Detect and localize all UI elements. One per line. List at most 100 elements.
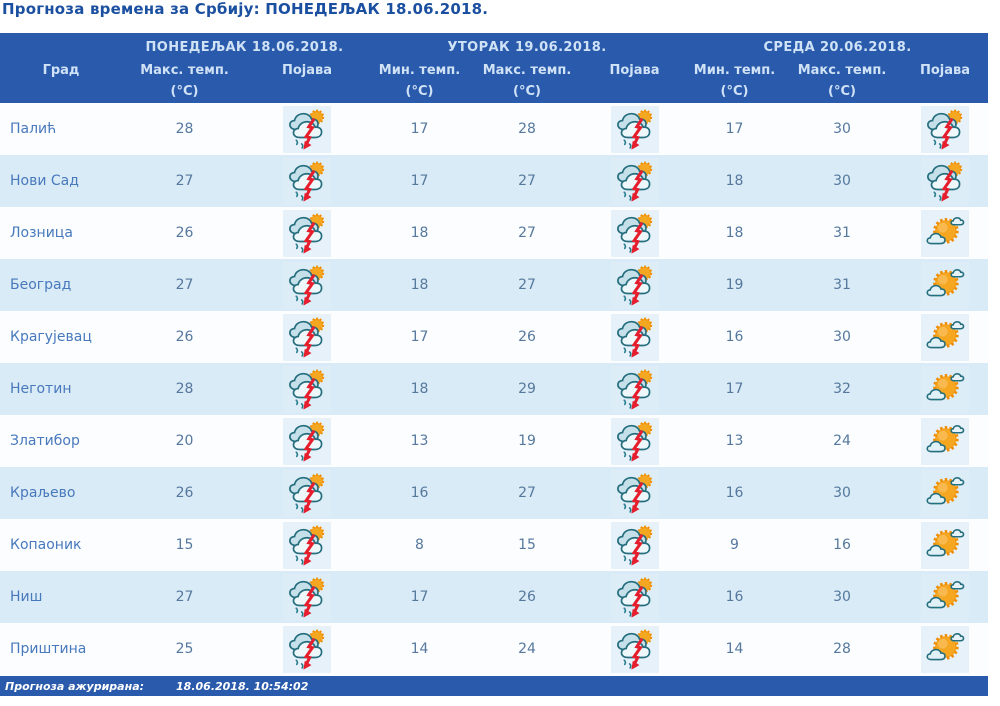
tue-max-temp-cell: 26: [518, 329, 536, 345]
wed-phenomenon-cell: [921, 625, 969, 673]
thunderstorm-icon: [610, 417, 659, 465]
col-header-wed-min-temp: Мин. темп.: [693, 62, 776, 78]
mon-phenomenon-cell: [283, 365, 331, 413]
col-header-wed-max-temp: Макс. темп.: [797, 62, 887, 78]
table-row: Копаоник 15 8 15 9 16: [0, 519, 988, 571]
wed-max-temp-cell: 30: [833, 329, 851, 345]
tue-min-temp-cell: 17: [410, 121, 429, 137]
mon-max-temp-cell: 27: [175, 277, 194, 293]
tue-phenomenon-cell: [610, 469, 659, 517]
thunderstorm-icon: [921, 105, 969, 153]
partly-cloudy-icon: [921, 469, 969, 517]
thunderstorm-icon: [610, 313, 659, 361]
tue-phenomenon-cell: [610, 209, 659, 257]
mon-phenomenon-cell: [283, 105, 331, 153]
col-header-mon-phenomenon: Појава: [281, 62, 333, 78]
unit-label-tue-max: (°C): [513, 83, 541, 99]
tue-min-temp-cell: 18: [410, 225, 429, 241]
tue-max-temp-cell: 24: [518, 641, 536, 657]
tue-max-temp-cell: 27: [518, 485, 536, 501]
tue-max-temp-cell: 27: [518, 225, 536, 241]
wed-phenomenon-cell: [921, 261, 969, 309]
page-title: Прогноза времена за Србију: ПОНЕДЕЉАК 18…: [2, 0, 489, 18]
tue-phenomenon-cell: [610, 105, 659, 153]
city-cell: Приштина: [10, 641, 87, 657]
wed-phenomenon-cell: [921, 209, 969, 257]
wed-max-temp-cell: 30: [833, 173, 851, 189]
city-cell: Лозница: [10, 225, 73, 241]
tue-min-temp-cell: 17: [410, 173, 429, 189]
thunderstorm-icon: [921, 157, 969, 205]
col-header-tue-min-temp: Мин. темп.: [378, 62, 461, 78]
tue-phenomenon-cell: [610, 157, 659, 205]
wed-max-temp-cell: 24: [833, 433, 851, 449]
tue-max-temp-cell: 28: [518, 121, 536, 137]
wed-max-temp-cell: 31: [833, 277, 851, 293]
wed-phenomenon-cell: [921, 417, 969, 465]
wed-min-temp-cell: 18: [725, 173, 744, 189]
forecast-table: ПОНЕДЕЉАК 18.06.2018. УТОРАК 19.06.2018.…: [0, 33, 988, 696]
wed-min-temp-cell: 16: [725, 329, 744, 345]
mon-max-temp-cell: 26: [175, 485, 194, 501]
city-cell: Крагујевац: [10, 329, 92, 345]
tue-phenomenon-cell: [610, 521, 659, 569]
mon-phenomenon-cell: [283, 261, 331, 309]
city-cell: Палић: [10, 121, 57, 137]
wed-min-temp-cell: 17: [725, 121, 744, 137]
wed-min-temp-cell: 19: [725, 277, 744, 293]
tue-phenomenon-cell: [610, 313, 659, 361]
mon-max-temp-cell: 26: [175, 329, 194, 345]
tue-phenomenon-cell: [610, 365, 659, 413]
tue-min-temp-cell: 16: [410, 485, 429, 501]
table-row: Златибор 20 13 19 13 24: [0, 415, 988, 467]
col-header-tue-max-temp: Макс. темп.: [482, 62, 572, 78]
partly-cloudy-icon: [921, 625, 969, 673]
partly-cloudy-icon: [921, 521, 969, 569]
thunderstorm-icon: [610, 157, 659, 205]
tue-min-temp-cell: 18: [410, 381, 429, 397]
wed-min-temp-cell: 16: [725, 485, 744, 501]
wed-max-temp-cell: 30: [833, 485, 851, 501]
wed-phenomenon-cell: [921, 313, 969, 361]
mon-max-temp-cell: 26: [175, 225, 194, 241]
mon-max-temp-cell: 28: [175, 381, 194, 397]
table-row: Неготин 28 18 29 17 32: [0, 363, 988, 415]
table-row: Београд 27 18 27 19 31: [0, 259, 988, 311]
wed-max-temp-cell: 30: [833, 121, 851, 137]
table-header: ПОНЕДЕЉАК 18.06.2018. УТОРАК 19.06.2018.…: [0, 33, 988, 103]
wed-phenomenon-cell: [921, 365, 969, 413]
thunderstorm-icon: [610, 209, 659, 257]
table-row: Крагујевац 26 17 26 16 30: [0, 311, 988, 363]
wed-phenomenon-cell: [921, 573, 969, 621]
partly-cloudy-icon: [921, 261, 969, 309]
tue-min-temp-cell: 18: [410, 277, 429, 293]
tue-phenomenon-cell: [610, 261, 659, 309]
wed-min-temp-cell: 17: [725, 381, 744, 397]
tue-phenomenon-cell: [610, 417, 659, 465]
thunderstorm-icon: [610, 261, 659, 309]
wed-max-temp-cell: 16: [833, 537, 851, 553]
forecast-updated-label: Прогноза ажурирана:: [5, 679, 145, 693]
wed-min-temp-cell: 13: [725, 433, 744, 449]
partly-cloudy-icon: [921, 573, 969, 621]
mon-phenomenon-cell: [283, 209, 331, 257]
unit-label-wed-max: (°C): [828, 83, 856, 99]
wed-phenomenon-cell: [921, 469, 969, 517]
mon-phenomenon-cell: [283, 313, 331, 361]
day-header-wednesday: СРЕДА 20.06.2018.: [763, 39, 912, 55]
wed-max-temp-cell: 28: [833, 641, 851, 657]
thunderstorm-icon: [283, 521, 331, 569]
thunderstorm-icon: [283, 209, 331, 257]
tue-min-temp-cell: 13: [410, 433, 429, 449]
mon-max-temp-cell: 27: [175, 589, 194, 605]
thunderstorm-icon: [610, 521, 659, 569]
mon-phenomenon-cell: [283, 625, 331, 673]
mon-phenomenon-cell: [283, 521, 331, 569]
wed-phenomenon-cell: [921, 105, 969, 153]
wed-phenomenon-cell: [921, 521, 969, 569]
mon-max-temp-cell: 27: [175, 173, 194, 189]
day-header-tuesday: УТОРАК 19.06.2018.: [447, 39, 607, 55]
col-header-wed-phenomenon: Појава: [919, 62, 971, 78]
tue-max-temp-cell: 15: [518, 537, 536, 553]
